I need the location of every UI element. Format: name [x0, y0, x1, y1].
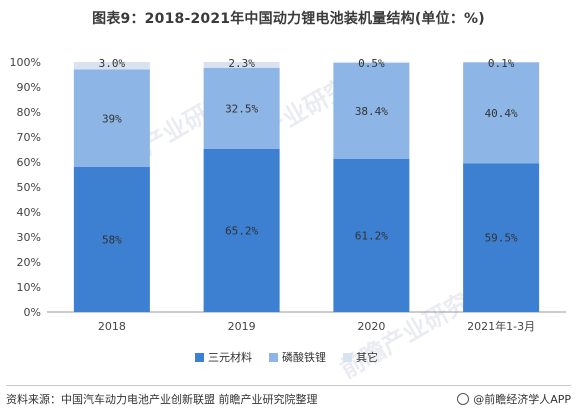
- y-tick-label: 90%: [17, 81, 41, 94]
- y-tick-label: 20%: [17, 256, 41, 269]
- legend-swatch: [269, 353, 278, 362]
- bar-segment-0: [463, 163, 540, 312]
- y-tick-label: 70%: [17, 131, 41, 144]
- bar-segment-2: [73, 62, 150, 70]
- data-label: 65.2%: [225, 225, 258, 238]
- y-tick-label: 0%: [24, 306, 41, 319]
- data-label: 3.0%: [99, 57, 126, 70]
- data-label: 0.1%: [488, 57, 515, 70]
- y-tick-label: 40%: [17, 206, 41, 219]
- y-tick-label: 30%: [17, 231, 41, 244]
- data-label: 40.4%: [485, 107, 518, 120]
- brand-label: @前瞻经济学人APP: [473, 393, 571, 406]
- bar-segment-0: [333, 159, 410, 312]
- y-tick-label: 50%: [17, 181, 41, 194]
- brand-logo-icon: [457, 393, 470, 405]
- y-tick-label: 80%: [17, 106, 41, 119]
- bar-segment-1: [73, 69, 150, 167]
- y-tick-label: 60%: [17, 156, 41, 169]
- data-label: 38.4%: [355, 105, 388, 118]
- bar-segment-2: [333, 61, 410, 63]
- legend-label: 磷酸铁锂: [282, 350, 326, 364]
- x-tick-label: 2018: [98, 320, 126, 333]
- chart-title: 图表9：2018-2021年中国动力锂电池装机量结构(单位：%): [92, 11, 485, 27]
- data-label: 2.3%: [228, 57, 255, 70]
- data-label: 0.5%: [358, 57, 385, 70]
- bar-segment-1: [463, 62, 540, 164]
- bar-segment-2: [203, 62, 280, 68]
- source-note: 资料来源：中国汽车动力电池产业创新联盟 前瞻产业研究院整理: [6, 393, 318, 406]
- bar-segment-1: [203, 67, 280, 149]
- x-tick-label: 2021年1-3月: [467, 319, 535, 333]
- x-tick-label: 2019: [228, 320, 256, 333]
- footer: 资料来源：中国汽车动力电池产业创新联盟 前瞻产业研究院整理 @前瞻经济学人APP: [6, 385, 571, 409]
- legend-label: 其它: [356, 350, 378, 364]
- x-tick-label: 2020: [357, 320, 385, 333]
- y-tick-label: 10%: [17, 281, 41, 294]
- data-label: 32.5%: [225, 102, 258, 115]
- legend-label: 三元材料: [208, 350, 252, 364]
- legend-swatch: [343, 353, 352, 362]
- data-label: 61.2%: [355, 230, 388, 243]
- brand: @前瞻经济学人APP: [457, 391, 571, 407]
- stacked-bar-chart: 0% 10% 20% 30% 40% 50% 60% 70% 80% 90% 100% 58% 39% 3…: [10, 56, 566, 364]
- data-label: 59.5%: [485, 232, 518, 245]
- data-label: 58%: [102, 234, 122, 247]
- y-tick-label: 100%: [10, 56, 41, 69]
- legend-swatch: [195, 353, 204, 362]
- bar-segment-1: [333, 63, 410, 159]
- bar-segment-0: [203, 149, 280, 312]
- bar-segment-0: [73, 167, 150, 312]
- data-label: 39%: [102, 112, 122, 125]
